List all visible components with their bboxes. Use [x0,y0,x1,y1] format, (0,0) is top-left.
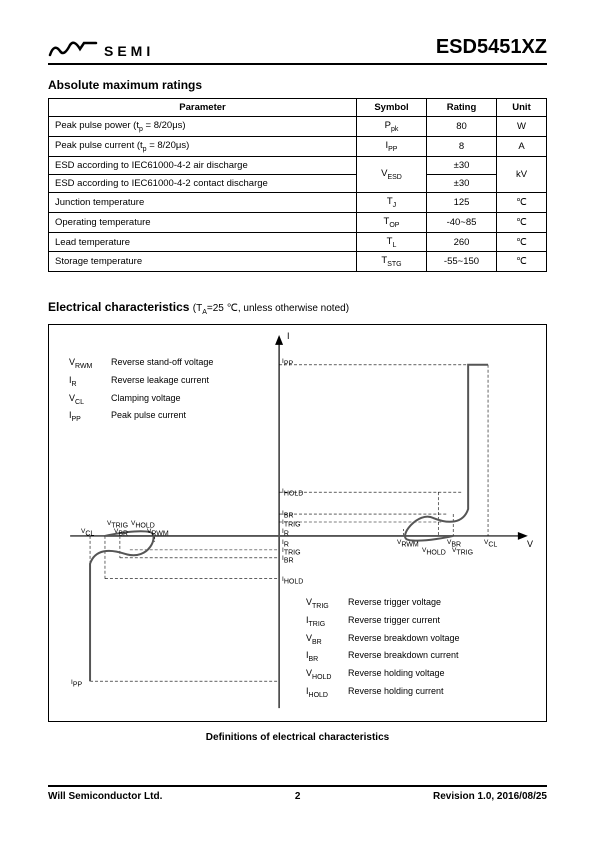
table-cell: 8 [427,136,497,156]
page-footer: Will Semiconductor Ltd. 2 Revision 1.0, … [48,785,547,802]
table-cell: ±30 [427,174,497,192]
table-cell: TL [357,232,427,252]
table-cell: TSTG [357,252,427,272]
table-cell: IPP [357,136,427,156]
table-cell: ℃ [497,192,547,212]
table-cell: TJ [357,192,427,212]
leg-desc: Reverse trigger current [348,613,440,631]
elec-title-text: Electrical characteristics [48,300,189,314]
leg-desc: Peak pulse current [111,408,186,426]
ipp-bot-label: IPP [71,679,82,689]
table-cell: ℃ [497,212,547,232]
chart-caption: Definitions of electrical characteristic… [48,732,547,743]
leg-desc: Reverse holding voltage [348,666,445,684]
ratings-table: Parameter Symbol Rating Unit Peak pulse … [48,98,547,272]
table-cell: ESD according to IEC61000-4-2 air discha… [49,156,357,174]
table-cell: -40~85 [427,212,497,232]
ipp-top-label: IPP [282,358,293,368]
table-cell: Operating temperature [49,212,357,232]
page-header: SEMI ESD5451XZ [48,36,547,65]
table-cell: Peak pulse current (tp = 8/20μs) [49,136,357,156]
table-cell: 125 [427,192,497,212]
part-number: ESD5451XZ [436,36,547,59]
leg-desc: Reverse leakage current [111,373,209,391]
table-cell: Storage temperature [49,252,357,272]
vcl-r: VCL [484,539,497,549]
table-cell: Ppk [357,117,427,137]
vcl-l: VCL [81,528,94,538]
legend-top: VRWMReverse stand-off voltage IRReverse … [69,355,213,426]
logo: SEMI [48,39,154,59]
vbr-l: VBR [114,528,128,538]
table-cell: 80 [427,117,497,137]
table-cell: kV [497,156,547,192]
table-cell: VESD [357,156,427,192]
ir-label: IR [282,528,289,538]
footer-company: Will Semiconductor Ltd. [48,791,162,802]
logo-swoosh-icon [48,39,98,59]
table-cell: TOP [357,212,427,232]
footer-page: 2 [295,791,301,802]
legend-bot: VTRIGReverse trigger voltage ITRIGRevers… [306,595,460,701]
th-unit: Unit [497,99,547,117]
table-cell: 260 [427,232,497,252]
leg-desc: Reverse breakdown voltage [348,631,460,649]
vhold-r: VHOLD [422,547,446,557]
table-cell: Lead temperature [49,232,357,252]
table-cell: ESD according to IEC61000-4-2 contact di… [49,174,357,192]
logo-text: SEMI [104,43,154,59]
vtrig-r: VTRIG [452,547,473,557]
content-area: Absolute maximum ratings Parameter Symbo… [48,72,547,743]
table-cell: Peak pulse power (tp = 8/20μs) [49,117,357,137]
vrwm-l: VRWM [147,528,169,538]
table-cell: -55~150 [427,252,497,272]
leg-desc: Reverse trigger voltage [348,595,441,613]
table-cell: ±30 [427,156,497,174]
leg-desc: Clamping voltage [111,391,181,409]
elec-title: Electrical characteristics (TA=25 ℃, unl… [48,300,547,316]
ihold-label: IHOLD [282,488,303,498]
x-axis-label: V [527,539,533,549]
ibr-label-b: IBR [282,555,294,565]
y-axis-label: I [287,331,290,341]
table-cell: ℃ [497,232,547,252]
elec-sub: (TA=25 ℃, unless otherwise noted) [193,303,349,314]
leg-desc: Reverse breakdown current [348,648,459,666]
th-symbol: Symbol [357,99,427,117]
th-rating: Rating [427,99,497,117]
leg-desc: Reverse stand-off voltage [111,355,213,373]
leg-desc: Reverse holding current [348,684,444,702]
iv-chart: I V IPP IPP IHOLD IBR ITRIG IR IR ITRIG … [48,324,547,722]
table-cell: Junction temperature [49,192,357,212]
table-cell: A [497,136,547,156]
footer-revision: Revision 1.0, 2016/08/25 [433,791,547,802]
table-cell: ℃ [497,252,547,272]
ratings-title: Absolute maximum ratings [48,78,547,92]
th-param: Parameter [49,99,357,117]
table-cell: W [497,117,547,137]
vrwm-r: VRWM [397,539,419,549]
ihold-label-b: IHOLD [282,576,303,586]
